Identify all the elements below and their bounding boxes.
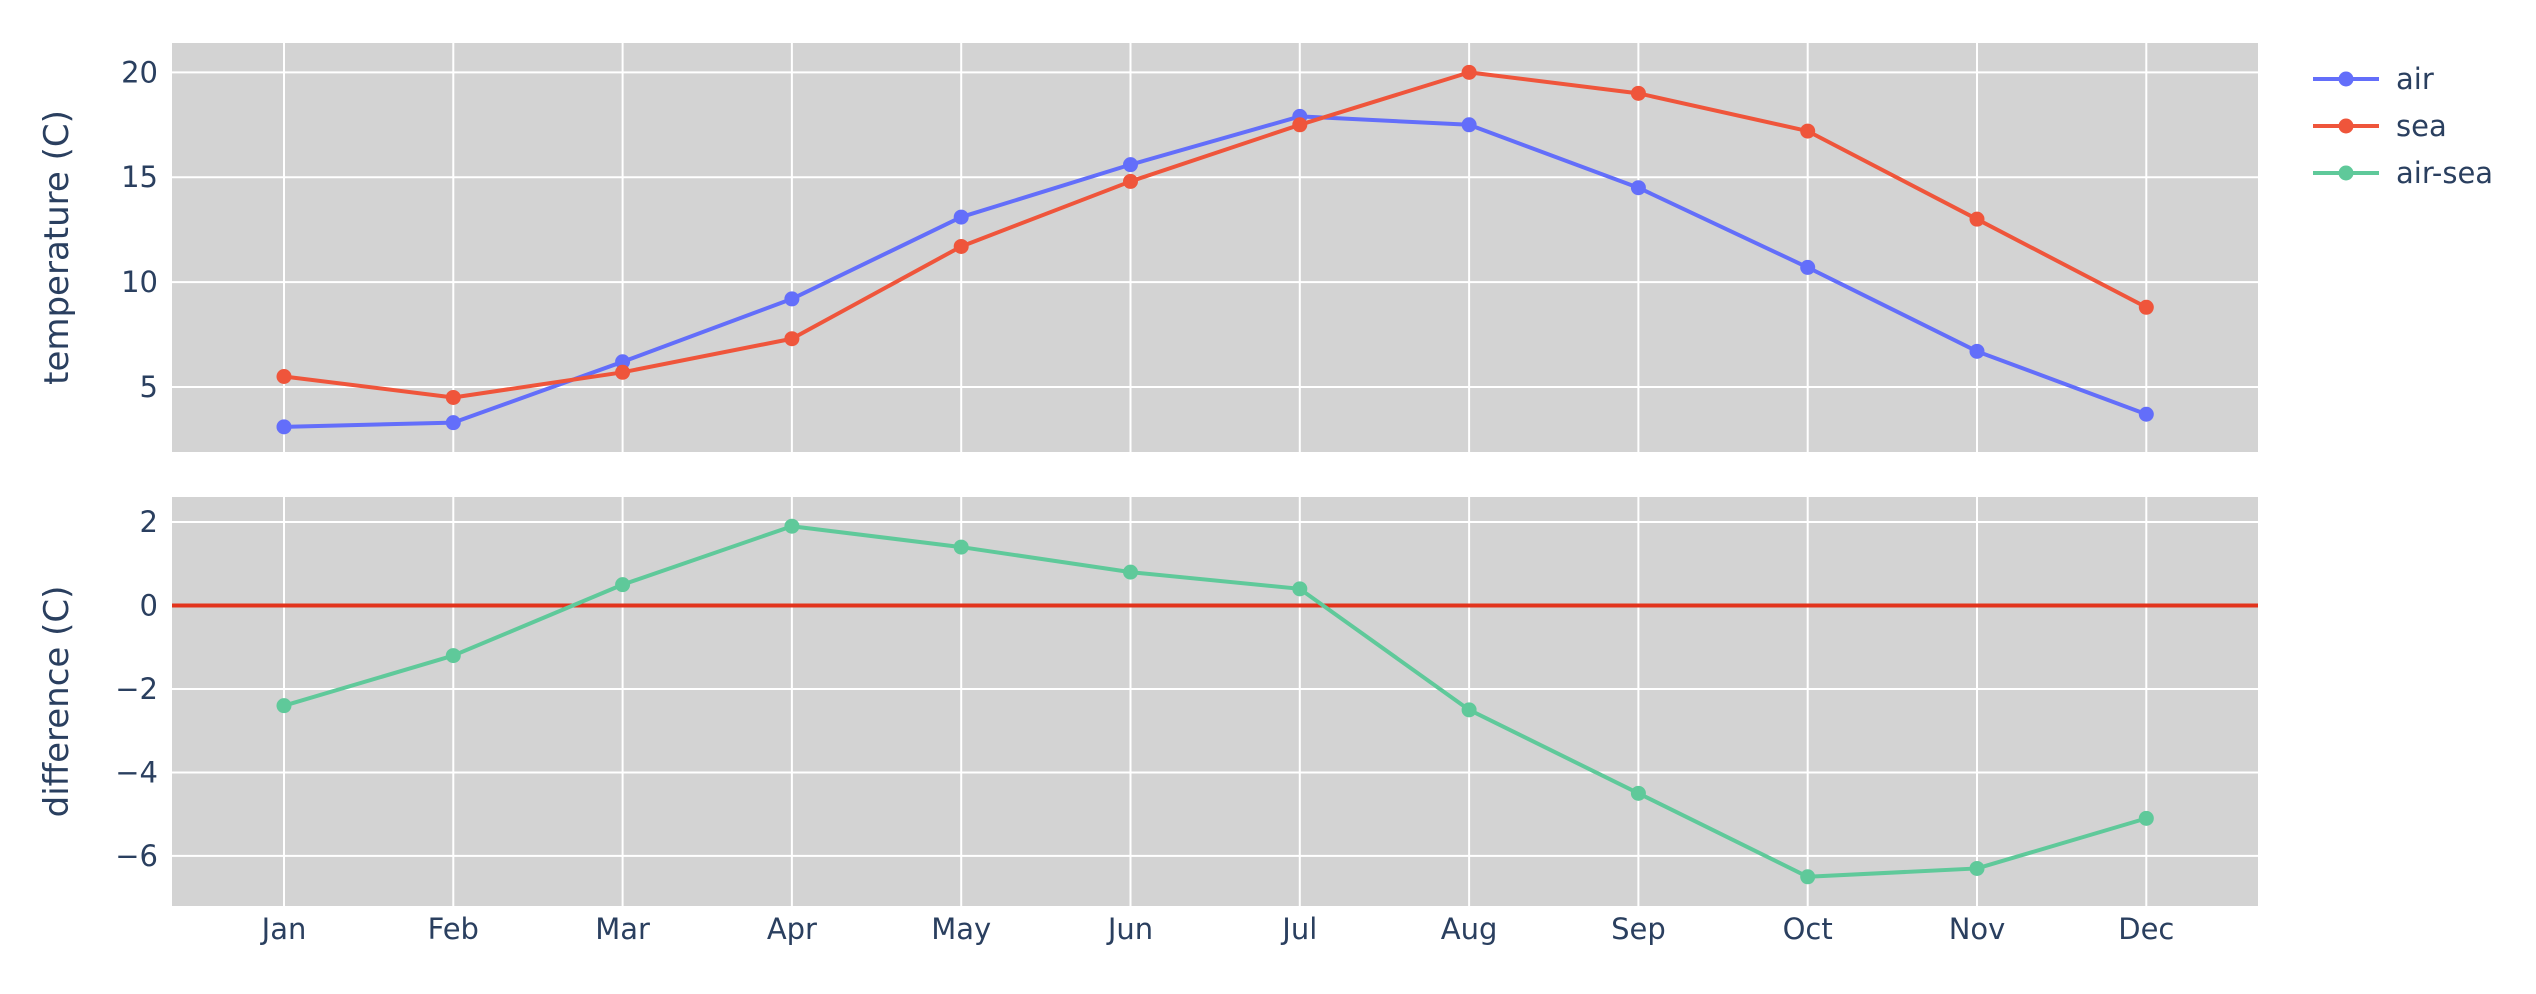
x-tick-label: Sep xyxy=(1611,912,1666,946)
x-tick-label: Oct xyxy=(1783,912,1833,946)
data-point-air-sea xyxy=(2138,810,2154,826)
y-tick-label: 0 xyxy=(140,589,158,623)
difference-panel: −6 −4 −2 0 2 difference (C) xyxy=(37,497,2258,906)
y-tick-label: 20 xyxy=(121,55,158,89)
y-tick-label: 2 xyxy=(140,505,158,539)
y-tick-label: −2 xyxy=(115,672,158,706)
legend-item-label[interactable]: air xyxy=(2396,62,2434,96)
x-axis: Jan Feb Mar Apr May Jun Jul Aug Sep Oct Nov Dec xyxy=(260,912,2175,946)
data-point-air-sea xyxy=(1800,869,1816,885)
y-tick-label: −4 xyxy=(115,755,158,789)
data-point-air-sea xyxy=(615,577,631,593)
x-tick-label: Aug xyxy=(1441,912,1498,946)
legend-item-label[interactable]: sea xyxy=(2396,109,2447,143)
data-point-air xyxy=(1630,180,1646,196)
temperature-panel: 5 10 15 20 temperature (C) xyxy=(37,43,2258,452)
data-point-sea xyxy=(2138,299,2154,315)
data-point-sea xyxy=(1969,211,1985,227)
data-point-air-sea xyxy=(1123,564,1138,580)
data-point-sea xyxy=(784,331,800,347)
data-point-air xyxy=(615,354,631,370)
y-tick-label: −6 xyxy=(115,839,158,873)
data-point-air xyxy=(445,415,461,431)
series-line-air xyxy=(283,114,2147,429)
data-point-air xyxy=(276,419,292,435)
plot-background xyxy=(172,497,2258,906)
legend: air sea air-sea xyxy=(2313,62,2493,190)
data-point-air-sea xyxy=(784,518,800,534)
data-point-sea xyxy=(445,389,461,405)
data-point-air xyxy=(784,291,800,307)
x-tick-label: Apr xyxy=(767,912,817,946)
y-tick-label: 15 xyxy=(121,160,158,194)
data-point-air-sea xyxy=(1461,702,1477,718)
series-line-sea xyxy=(283,70,2148,400)
legend-swatch-marker[interactable] xyxy=(2338,118,2354,134)
data-point-air xyxy=(2138,406,2154,422)
data-point-sea xyxy=(1461,64,1477,80)
x-tick-label: Nov xyxy=(1949,912,2006,946)
data-point-air xyxy=(1461,117,1477,133)
data-point-sea xyxy=(1800,123,1816,139)
data-point-air-sea xyxy=(1630,785,1646,801)
data-point-air xyxy=(953,209,969,225)
data-point-sea xyxy=(1292,117,1308,133)
data-point-sea xyxy=(1630,85,1646,101)
x-tick-label: Feb xyxy=(428,912,479,946)
data-point-sea xyxy=(1123,173,1138,189)
data-point-air-sea xyxy=(953,539,969,555)
y-tick-label: 10 xyxy=(121,265,158,299)
y-tick-label: 5 xyxy=(140,370,158,404)
data-point-sea xyxy=(615,364,631,380)
x-tick-label: Jul xyxy=(1280,912,1317,946)
legend-item-label[interactable]: air-sea xyxy=(2396,156,2493,190)
x-tick-label: May xyxy=(931,912,991,946)
data-point-air xyxy=(1800,259,1816,275)
data-point-sea xyxy=(953,238,969,254)
data-point-air-sea xyxy=(1969,860,1985,876)
data-point-sea xyxy=(276,368,292,384)
y-axis-title: difference (C) xyxy=(37,586,77,818)
data-point-air-sea xyxy=(1292,581,1308,597)
x-tick-label: Jan xyxy=(260,912,307,946)
x-tick-label: Jun xyxy=(1106,912,1153,946)
y-axis-title: temperature (C) xyxy=(37,110,77,385)
legend-swatch-marker[interactable] xyxy=(2338,165,2354,181)
data-point-air-sea xyxy=(445,648,461,664)
x-tick-label: Dec xyxy=(2118,912,2174,946)
series-line-air-sea xyxy=(283,524,2147,879)
plot-background xyxy=(172,43,2258,452)
data-point-air xyxy=(1123,157,1138,173)
data-point-air xyxy=(1969,343,1985,359)
x-tick-label: Mar xyxy=(595,912,650,946)
data-point-air-sea xyxy=(276,698,292,714)
legend-swatch-marker[interactable] xyxy=(2338,71,2354,87)
